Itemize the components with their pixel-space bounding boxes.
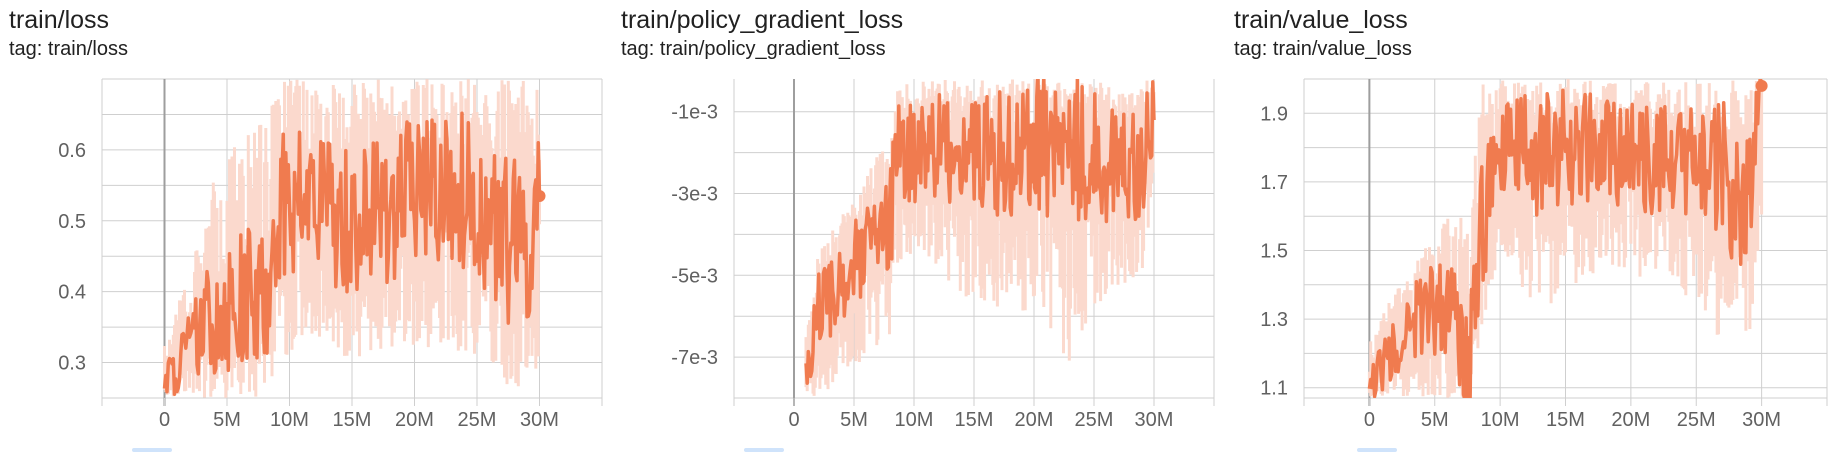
last-value-marker xyxy=(533,189,546,202)
x-tick-label: 20M xyxy=(1015,409,1054,431)
x-tick-label: 15M xyxy=(955,409,994,431)
y-tick-label: 0.6 xyxy=(58,140,86,162)
line-chart-loss: 0 5M 10M 15M 20M 25M 30M 0.3 0.4 0.5 0.6 xyxy=(58,78,603,431)
chart-card-policy-gradient-loss: train/policy_gradient_loss tag: train/po… xyxy=(612,0,1215,452)
chart-title: train/loss xyxy=(9,6,110,34)
x-tick-label: 25M xyxy=(1075,409,1114,431)
y-tick-label: -7e-3 xyxy=(671,347,718,369)
y-tick-label: 1.3 xyxy=(1260,309,1288,331)
last-value-marker xyxy=(1755,79,1768,92)
chart-title: train/value_loss xyxy=(1234,6,1408,34)
x-tick-label: 5M xyxy=(1421,409,1449,431)
smoothed-series-line xyxy=(1367,79,1764,398)
x-tick-label: 10M xyxy=(1481,409,1520,431)
x-tick-label: 5M xyxy=(840,409,868,431)
y-tick-label: -5e-3 xyxy=(671,265,718,287)
chart-card-value-loss: train/value_loss tag: train/value_loss 0… xyxy=(1225,0,1828,452)
y-tick-label: 0.5 xyxy=(58,211,86,233)
chart-tag: tag: train/loss xyxy=(9,38,128,60)
x-tick-label: 30M xyxy=(520,409,559,431)
scroll-stub xyxy=(1357,448,1397,452)
chart-card-loss: train/loss tag: train/loss 0 5M 10M 15M 20M 2… xyxy=(0,0,603,452)
x-tick-label: 0 xyxy=(1364,409,1375,431)
x-tick-label: 25M xyxy=(1677,409,1716,431)
y-tick-label: -1e-3 xyxy=(671,102,718,124)
y-tick-label: 1.7 xyxy=(1260,172,1288,194)
x-tick-label: 20M xyxy=(395,409,434,431)
line-chart-policy-gradient-loss: 0 5M 10M 15M 20M 25M 30M -7e-3 -5e-3 -3e-3 -1e-3 xyxy=(671,79,1215,431)
smoothed-series-line xyxy=(162,111,542,396)
x-tick-label: 30M xyxy=(1135,409,1174,431)
chart-tag: tag: train/policy_gradient_loss xyxy=(621,38,886,60)
y-tick-label: 0.3 xyxy=(58,353,86,375)
x-tick-label: 15M xyxy=(333,409,372,431)
x-tick-label: 25M xyxy=(458,409,497,431)
y-tick-label: 1.9 xyxy=(1260,103,1288,125)
x-tick-label: 0 xyxy=(159,409,170,431)
smoothed-series-line xyxy=(804,79,1156,385)
y-tick-label: 1.1 xyxy=(1260,378,1288,400)
series-group xyxy=(804,79,1156,396)
y-tick-label: 1.5 xyxy=(1260,241,1288,263)
x-tick-label: 30M xyxy=(1742,409,1781,431)
series-group xyxy=(1367,79,1764,398)
scroll-stub xyxy=(744,448,784,452)
line-chart-value-loss: 0 5M 10M 15M 20M 25M 30M 1.1 1.3 1.5 1.7 1.9 xyxy=(1260,78,1828,431)
chart-tag: tag: train/value_loss xyxy=(1234,38,1412,60)
x-tick-label: 10M xyxy=(895,409,934,431)
x-tick-label: 10M xyxy=(270,409,309,431)
y-tick-label: 0.4 xyxy=(58,282,86,304)
chart-title: train/policy_gradient_loss xyxy=(621,6,904,34)
x-tick-label: 15M xyxy=(1546,409,1585,431)
y-tick-label: -3e-3 xyxy=(671,184,718,206)
x-tick-label: 5M xyxy=(213,409,241,431)
series-group xyxy=(162,79,542,398)
scroll-stub xyxy=(132,448,172,452)
x-tick-label: 20M xyxy=(1611,409,1650,431)
x-tick-label: 0 xyxy=(788,409,799,431)
